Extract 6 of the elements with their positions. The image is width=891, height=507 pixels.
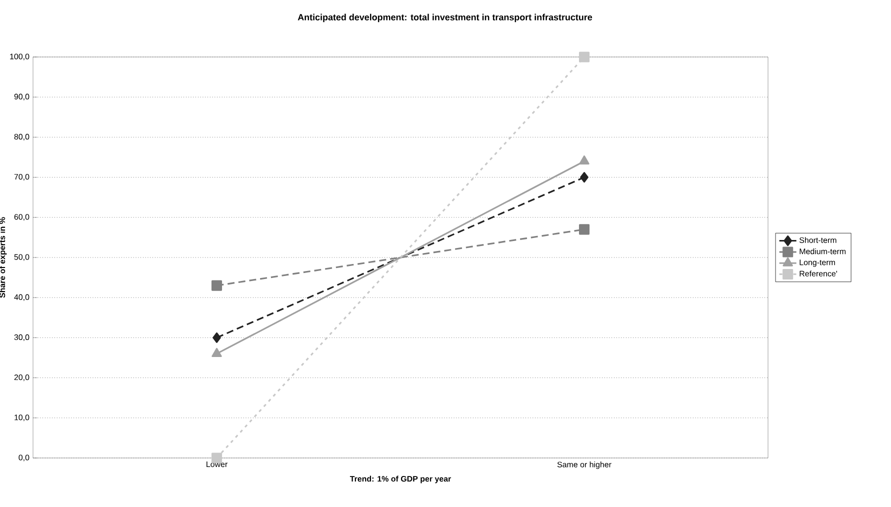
chart-title: Anticipated development: total investment in transport infrastructure (298, 14, 592, 22)
point (580, 172, 588, 183)
point (212, 332, 221, 343)
point (211, 280, 222, 291)
point (578, 224, 590, 235)
point (578, 52, 590, 62)
